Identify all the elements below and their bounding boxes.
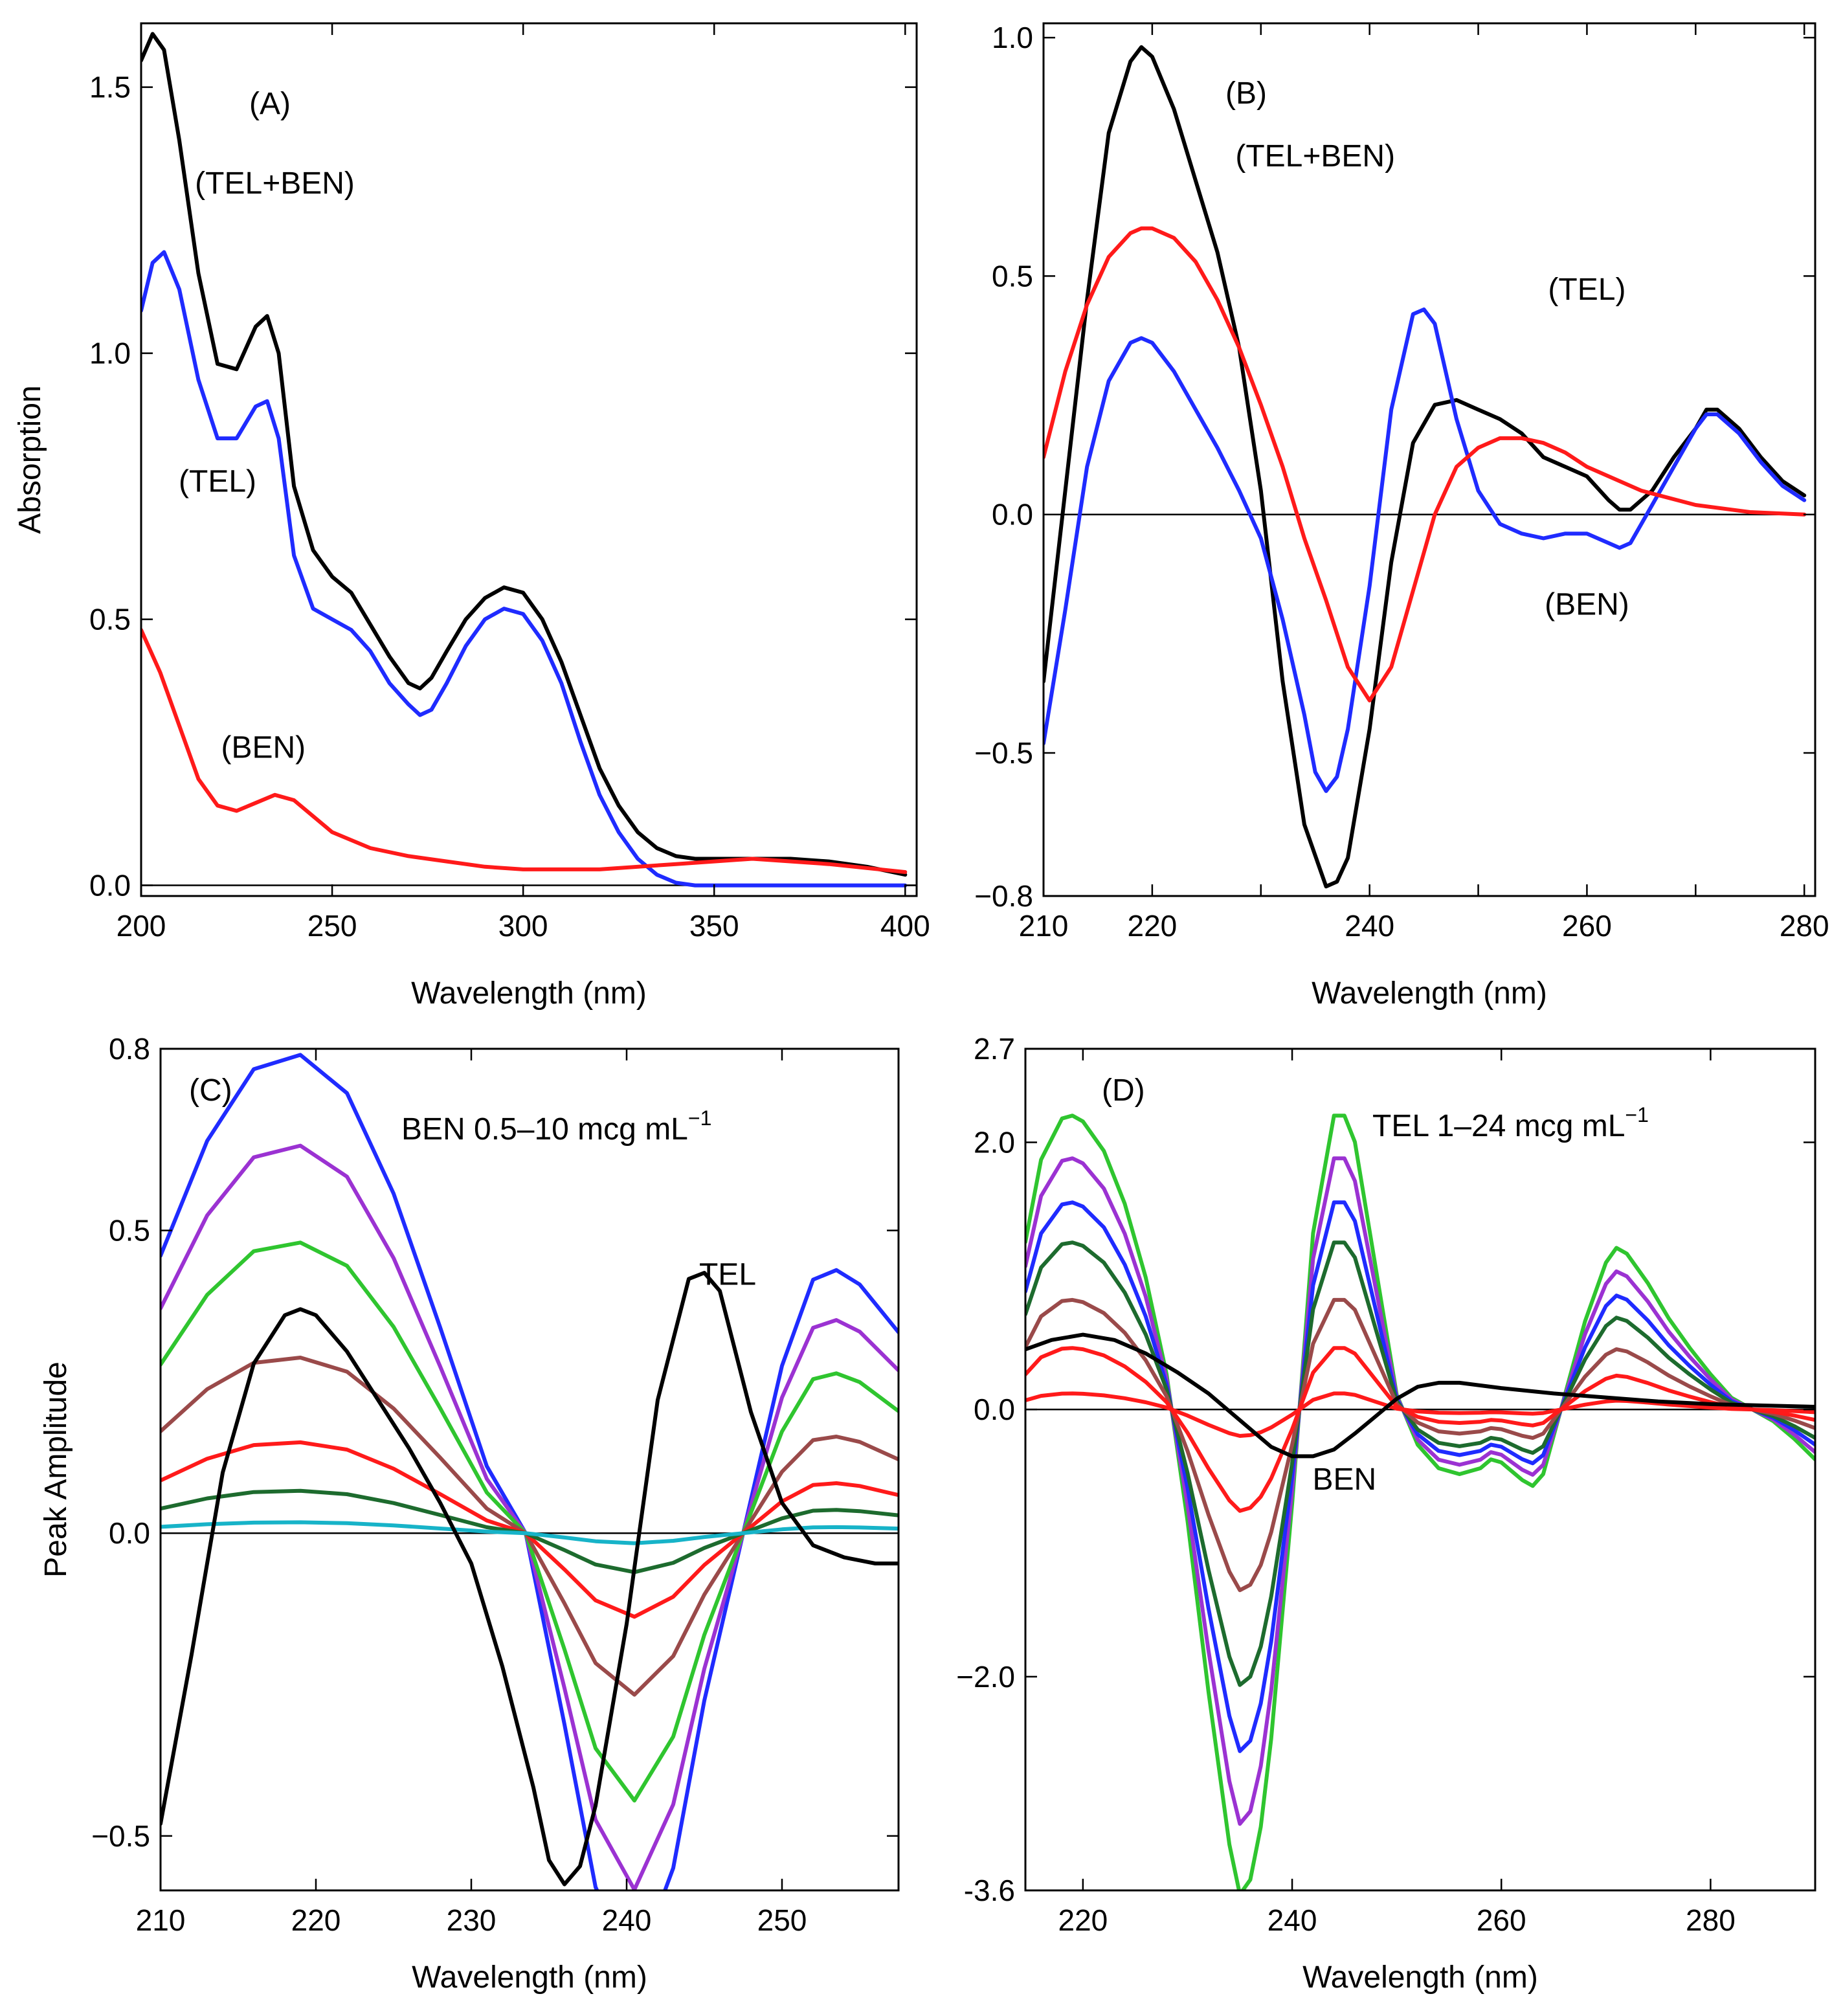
panel-d-xtick-label: 260: [1477, 1903, 1526, 1937]
panel-c-series-ben-6: [161, 1488, 899, 1574]
panel-d-annotation-ben: BEN: [1312, 1462, 1376, 1497]
panel-b-xtick-label: 240: [1345, 909, 1394, 943]
panel-a-annotation-tel-ben: (TEL+BEN): [195, 166, 355, 201]
panel-d-xtick-label: 240: [1268, 1903, 1317, 1937]
panel-b-label: (B): [1225, 76, 1267, 111]
panel-a-series-tel-ben: [141, 32, 908, 877]
panel-d-series-ben: [1025, 1332, 1815, 1459]
panel-b-frame: [1042, 22, 1816, 897]
panel-c-ytick-label: 0.0: [109, 1516, 150, 1550]
panel-a-ytick-label: 1.0: [89, 337, 131, 370]
panel-c-series-tel: [161, 1271, 899, 1887]
panel-d-xlabel: Wavelength (nm): [1302, 1960, 1538, 1995]
panel-c-series-ben-2: [161, 1143, 899, 1890]
panel-b-series-ben: [1044, 226, 1807, 702]
panel-c-xtick-label: 230: [447, 1903, 497, 1937]
panel-b-ytick-label: 0.5: [992, 259, 1033, 293]
panel-a-ytick-label: 0.0: [89, 869, 131, 902]
panel-d-title: TEL 1–24 mcg mL−1: [1372, 1103, 1649, 1143]
panel-c-xtick-label: 240: [602, 1903, 652, 1937]
panel-d-label: (D): [1102, 1073, 1145, 1108]
panel-d-ytick-label: −2.0: [956, 1660, 1015, 1694]
panel-c-series-ben-1: [161, 1053, 899, 1890]
panel-d-ytick-label: 0.0: [974, 1393, 1015, 1426]
panel-c-ylabel: Peak Amplitude: [39, 1361, 73, 1578]
panel-b-xlabel: Wavelength (nm): [1312, 976, 1547, 1011]
panel-a-xtick-label: 350: [689, 909, 739, 943]
panel-a-xtick-label: 300: [498, 909, 548, 943]
panel-c: 210 220 230 240 250 −0.5 0.0 0.5 0.8 Wavelength (…: [39, 1032, 900, 1995]
panel-b-ytick-label: 0.0: [992, 498, 1033, 532]
panel-d-series-tel-2: [1025, 1156, 1815, 1826]
panel-d-ytick-label: 2.7: [974, 1032, 1015, 1066]
panel-a-plot-area: [141, 32, 908, 888]
panel-c-series-ben-7: [161, 1520, 899, 1545]
panel-c-ytick-label: −0.5: [91, 1819, 150, 1853]
panel-c-label: (C): [189, 1073, 232, 1108]
panel-c-series-ben-3: [161, 1240, 899, 1803]
panel-c-title: BEN 0.5–10 mcg mL−1: [401, 1106, 711, 1147]
panel-b-xtick-label: 260: [1562, 909, 1612, 943]
panel-a-xtick-label: 200: [117, 909, 166, 943]
panel-b-annotation-tel: (TEL): [1548, 273, 1625, 307]
panel-c-title-main: BEN 0.5–10 mcg mL: [401, 1112, 688, 1147]
panel-d-series-tel-1: [1025, 1114, 1815, 1890]
panel-d-frame: [1024, 1047, 1816, 1892]
panel-c-series-ben-5: [161, 1440, 899, 1619]
panel-c-ytick-label: 0.5: [109, 1214, 150, 1248]
panel-b-plot-area: [1044, 45, 1807, 889]
panel-b-ytick-label: −0.8: [974, 879, 1033, 913]
panel-c-title-sup: −1: [688, 1106, 711, 1130]
panel-d-ytick-label: 2.0: [974, 1125, 1015, 1159]
panel-c-xtick-label: 210: [136, 1903, 186, 1937]
panel-d-plot-area: [1025, 1114, 1815, 1890]
panel-d-ytick-label: -3.6: [964, 1874, 1015, 1907]
panel-b-xtick-label: 210: [1019, 909, 1069, 943]
panel-a-ylabel: Absorption: [13, 385, 47, 533]
panel-c-plot-area: [161, 1053, 899, 1890]
panel-b-annotation-tel-ben: (TEL+BEN): [1235, 139, 1395, 174]
panel-c-annotation-tel: TEL: [699, 1258, 756, 1292]
panel-c-xlabel: Wavelength (nm): [412, 1960, 647, 1995]
panel-c-xtick-label: 250: [757, 1903, 807, 1937]
panel-d-xtick-label: 220: [1058, 1903, 1108, 1937]
panel-a-xtick-label: 250: [307, 909, 357, 943]
panel-b-ytick-label: −0.5: [974, 736, 1033, 770]
panel-a-xtick-label: 400: [880, 909, 930, 943]
panel-c-frame: [159, 1047, 900, 1892]
panel-b-ytick-label: 1.0: [992, 21, 1033, 54]
panel-d-series-tel-3: [1025, 1200, 1815, 1753]
panel-b: 210 220 240 260 280 −0.8 −0.5 0.0 0.5 1.0 Waveleng…: [974, 21, 1829, 1011]
panel-a: 200 250 300 350 400 0.0 0.5 1.0 1.5 Wavelength (n…: [13, 22, 930, 1011]
panel-b-series-tel: [1044, 308, 1807, 793]
panel-a-series-ben: [141, 628, 908, 874]
panel-b-series-tel-ben: [1044, 45, 1807, 889]
panel-d: 220 240 260 280 -3.6 −2.0 0.0 2.0 2.7 Wavelength …: [956, 1032, 1816, 1995]
panel-c-series-ben-4: [161, 1356, 899, 1697]
panel-c-ytick-label: 0.8: [109, 1032, 150, 1066]
panel-b-xtick-label: 280: [1780, 909, 1829, 943]
panel-d-xtick-label: 280: [1686, 1903, 1736, 1937]
panel-d-title-main: TEL 1–24 mcg mL: [1372, 1109, 1625, 1143]
panel-a-ytick-label: 1.5: [89, 71, 131, 104]
panel-a-label: (A): [249, 87, 291, 121]
panel-a-annotation-tel: (TEL): [179, 464, 256, 498]
panel-a-ytick-label: 0.5: [89, 603, 131, 636]
panel-d-title-sup: −1: [1625, 1103, 1648, 1126]
panel-a-frame: [140, 22, 918, 897]
panel-a-annotation-ben: (BEN): [221, 730, 306, 765]
panel-c-xtick-label: 220: [291, 1903, 341, 1937]
panel-b-annotation-ben: (BEN): [1545, 587, 1629, 622]
panel-a-xlabel: Wavelength (nm): [411, 976, 647, 1011]
panel-b-xtick-label: 220: [1128, 909, 1178, 943]
panel-a-series-tel: [141, 250, 908, 888]
panel-d-series-tel-7: [1025, 1391, 1815, 1438]
